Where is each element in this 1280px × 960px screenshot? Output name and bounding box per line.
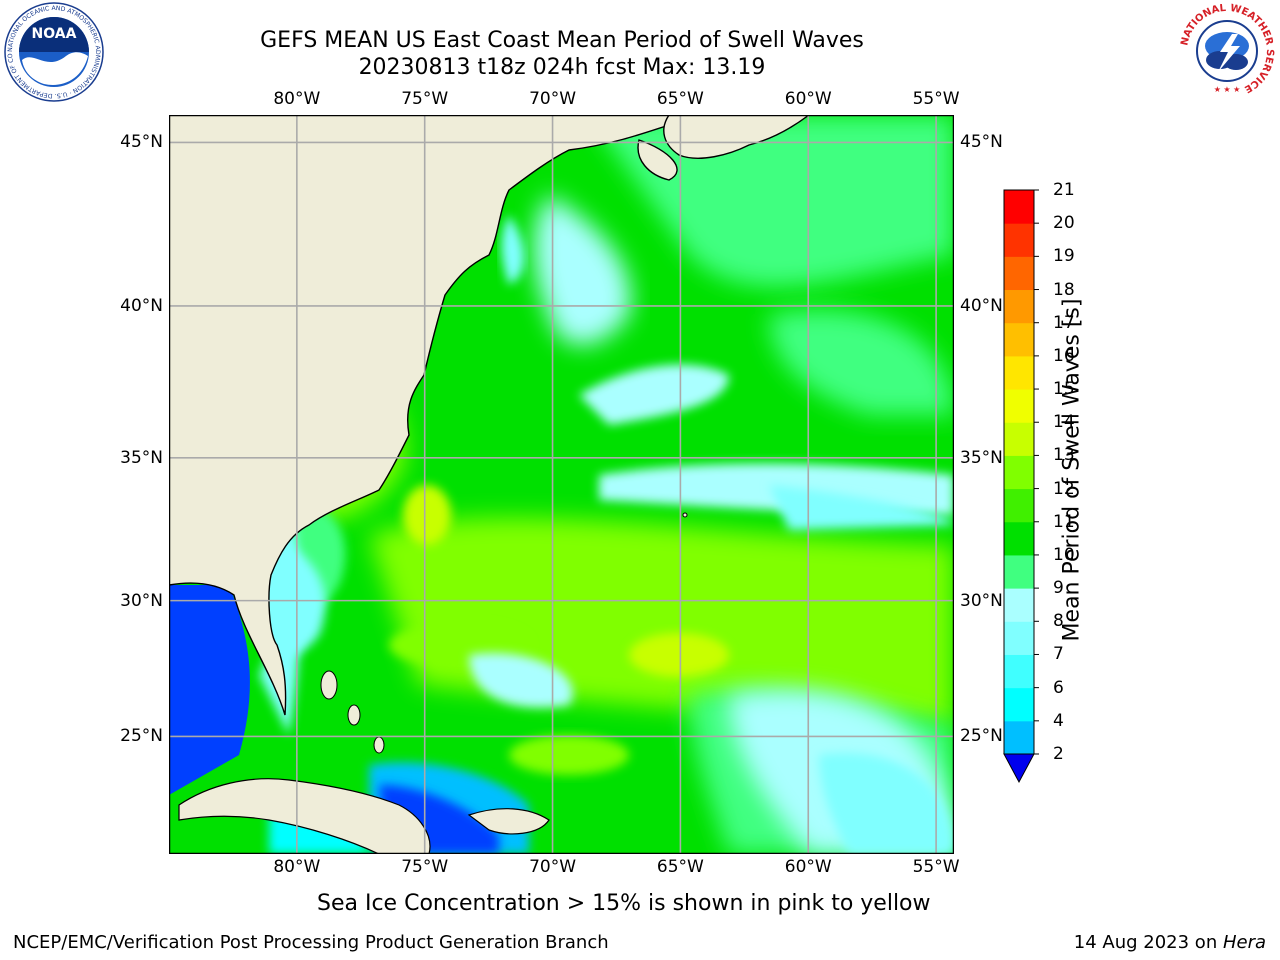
lat-tick-label-right: 30°N xyxy=(960,590,1003,611)
colorbar-box xyxy=(1004,554,1034,589)
colorbar-tick-label: 9 xyxy=(1053,578,1064,599)
lat-tick-label-left: 40°N xyxy=(120,295,163,316)
colorbar-tick-label: 14 xyxy=(1053,412,1075,433)
svg-text:NOAA: NOAA xyxy=(32,26,77,42)
chart-subtitle: 20230813 t18z 024h fcst Max: 13.19 xyxy=(358,55,766,80)
lat-tick-label-right: 25°N xyxy=(960,726,1003,747)
footer-date-text: 14 Aug 2023 on xyxy=(1073,932,1223,953)
colorbar-box xyxy=(1004,588,1034,622)
footer-date: 14 Aug 2023 on Hera xyxy=(1074,932,1266,954)
colorbar-box xyxy=(1004,389,1034,423)
lon-tick-label-bot: 55°W xyxy=(912,857,960,877)
colorbar-tick-label: 13 xyxy=(1053,445,1075,466)
lon-tick-label-bot: 60°W xyxy=(784,857,832,877)
lat-tick-label-right: 35°N xyxy=(960,447,1003,468)
colorbar-tick-label: 8 xyxy=(1053,611,1064,632)
map-frame xyxy=(169,115,954,854)
colorbar-tick-label: 7 xyxy=(1053,644,1064,665)
colorbar-title: Mean Period of Swell Waves [s] xyxy=(1059,298,1085,642)
colorbar-box xyxy=(1004,223,1034,257)
colorbar-tick-label: 12 xyxy=(1053,478,1075,499)
colorbar-box xyxy=(1004,720,1034,755)
lon-tick-label-top: 75°W xyxy=(401,89,449,109)
colorbar-under-arrow xyxy=(1003,753,1035,784)
footer-credit: NCEP/EMC/Verification Post Processing Pr… xyxy=(13,932,609,953)
colorbar-outline xyxy=(1003,189,1035,755)
colorbar-box xyxy=(1004,488,1034,523)
land xyxy=(169,115,811,854)
colorbar-box xyxy=(1004,521,1034,556)
lat-tick-label-left: 30°N xyxy=(120,590,163,611)
lon-tick-label-bot: 80°W xyxy=(273,857,321,877)
colorbar-tick-label: 15 xyxy=(1053,379,1075,400)
colorbar-box xyxy=(1004,256,1034,291)
lon-tick-label-bot: 75°W xyxy=(401,857,449,877)
colorbar-box xyxy=(1004,190,1034,224)
lat-tick-label-left: 35°N xyxy=(120,447,163,468)
lon-tick-label-top: 65°W xyxy=(656,89,704,109)
colorbar-tick-label: 21 xyxy=(1053,180,1075,200)
colorbar-box xyxy=(1004,621,1034,655)
lon-tick-label-bot: 70°W xyxy=(529,857,577,877)
map-plot xyxy=(169,115,954,854)
lat-tick-label-left: 45°N xyxy=(120,132,163,153)
colorbar-tick-label: 18 xyxy=(1053,279,1075,300)
colorbar-tick-label: 20 xyxy=(1053,213,1075,234)
lat-tick-label-right: 40°N xyxy=(960,295,1003,316)
colorbar-tick-label: 19 xyxy=(1053,246,1075,267)
colorbar-tick-label: 4 xyxy=(1053,710,1064,731)
colorbar-box xyxy=(1004,455,1034,490)
colorbar-tick-label: 2 xyxy=(1053,744,1064,764)
colorbar-box xyxy=(1004,422,1034,456)
colorbar-box xyxy=(1004,322,1034,357)
colorbar-tick-label: 6 xyxy=(1053,677,1064,698)
colorbar-box xyxy=(1004,289,1034,324)
nws-logo: NATIONAL WEATHER SERVICE ★ ★ ★ xyxy=(1179,3,1275,99)
lat-tick-label-right: 45°N xyxy=(960,132,1003,153)
noaa-logo: NATIONAL OCEANIC AND ATMOSPHERIC ADMINIS… xyxy=(4,2,104,102)
svg-text:★ ★ ★: ★ ★ ★ xyxy=(1214,85,1241,94)
colorbar-tick-label: 16 xyxy=(1053,345,1075,366)
colorbar-tick-label: 11 xyxy=(1053,511,1075,532)
colorbar-box xyxy=(1004,687,1034,722)
colorbar-tick-label: 17 xyxy=(1053,312,1075,333)
lat-tick-label-left: 25°N xyxy=(120,726,163,747)
colorbar-tick-label: 10 xyxy=(1053,544,1075,565)
lon-tick-label-top: 80°W xyxy=(273,89,321,109)
lon-tick-label-top: 60°W xyxy=(784,89,832,109)
lon-tick-label-top: 70°W xyxy=(529,89,577,109)
colorbar-box xyxy=(1004,654,1034,689)
sea-ice-caption: Sea Ice Concentration > 15% is shown in … xyxy=(317,891,931,916)
chart-title: GEFS MEAN US East Coast Mean Period of S… xyxy=(260,28,864,53)
lon-tick-label-bot: 65°W xyxy=(656,857,704,877)
gridlines xyxy=(169,115,954,854)
colorbar xyxy=(1003,189,1039,784)
lon-tick-label-top: 55°W xyxy=(912,89,960,109)
footer-machine: Hera xyxy=(1222,932,1266,953)
colorbar-box xyxy=(1004,355,1034,390)
